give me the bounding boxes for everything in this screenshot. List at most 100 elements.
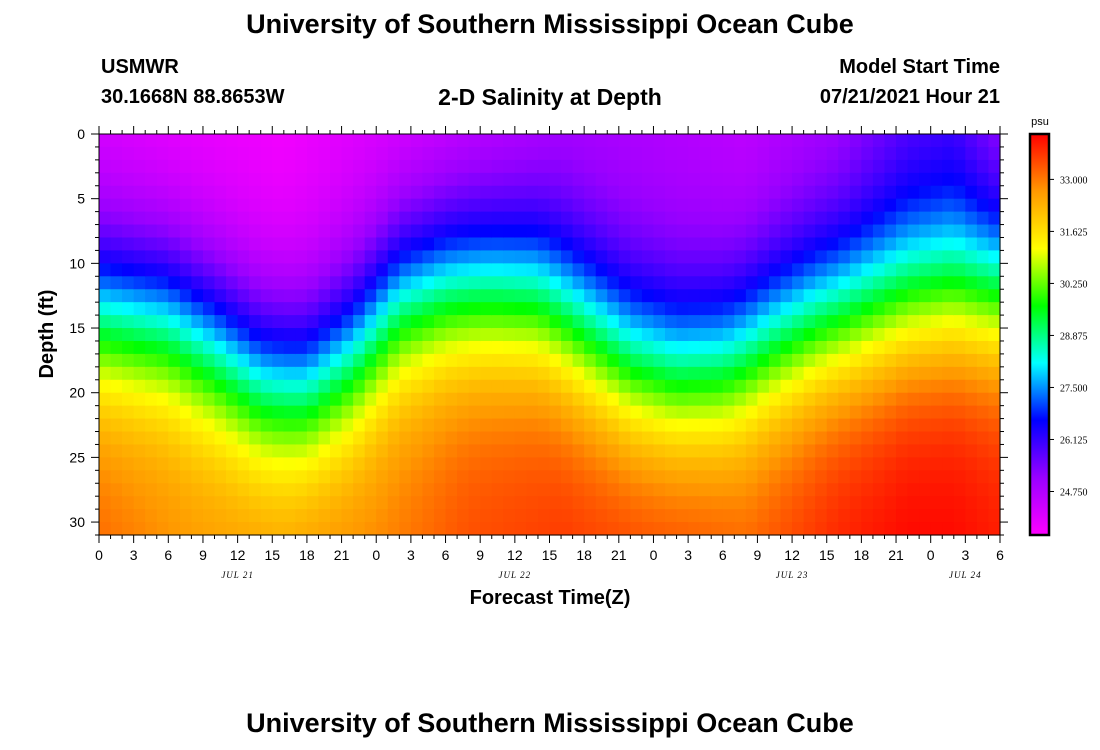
heatmap-cell: [734, 353, 747, 368]
heatmap-cell: [595, 340, 608, 355]
heatmap-cell: [526, 405, 539, 420]
heatmap-cell: [422, 134, 435, 148]
heatmap-cell: [526, 185, 539, 200]
heatmap-cell: [191, 185, 204, 200]
x-tick-label: 15: [542, 547, 558, 563]
heatmap-cell: [676, 198, 689, 213]
heatmap-cell: [145, 134, 158, 148]
heatmap-cell: [168, 315, 181, 329]
heatmap-cell: [734, 444, 747, 458]
heatmap-cell: [202, 353, 216, 368]
heatmap-cell: [572, 185, 585, 200]
heatmap-cell: [849, 237, 862, 252]
heatmap-cell: [433, 237, 447, 252]
heatmap-cell: [607, 250, 620, 264]
heatmap-cell: [826, 405, 839, 420]
heatmap-cell: [618, 431, 631, 446]
heatmap-cell: [653, 146, 666, 161]
heatmap-cell: [849, 457, 862, 471]
heatmap-cell: [168, 302, 181, 316]
heatmap-cell: [410, 328, 424, 342]
heatmap-cell: [514, 289, 527, 303]
heatmap-cell: [607, 211, 620, 226]
heatmap-cell: [457, 392, 470, 407]
heatmap-cell: [653, 315, 666, 329]
heatmap-cell: [849, 185, 862, 200]
heatmap-cell: [838, 250, 851, 264]
heatmap-cell: [283, 405, 296, 420]
heatmap-cell: [907, 457, 920, 471]
heatmap-cell: [734, 134, 747, 148]
heatmap-cell: [803, 457, 816, 471]
heatmap-cell: [919, 457, 932, 471]
heatmap-cell: [295, 250, 308, 264]
heatmap-cell: [699, 185, 712, 200]
heatmap-cell: [457, 483, 470, 497]
heatmap-cell: [630, 302, 643, 316]
heatmap-cell: [272, 509, 285, 523]
heatmap-cell: [364, 431, 377, 446]
heatmap-cell: [226, 379, 239, 394]
heatmap-cell: [272, 379, 285, 394]
heatmap-cell: [283, 250, 296, 264]
heatmap-cell: [953, 470, 966, 484]
heatmap-cell: [306, 366, 320, 381]
heatmap-cell: [491, 224, 504, 239]
heatmap-cell: [896, 522, 909, 536]
heatmap-cell: [249, 224, 262, 239]
heatmap-cell: [156, 353, 169, 368]
heatmap-cell: [330, 198, 343, 213]
heatmap-cell: [376, 444, 389, 458]
heatmap-cell: [122, 509, 135, 523]
heatmap-cell: [422, 392, 435, 407]
heatmap-cell: [364, 340, 377, 355]
heatmap-cell: [399, 509, 412, 523]
heatmap-cell: [930, 172, 943, 187]
heatmap-cell: [630, 276, 643, 290]
heatmap-cell: [768, 315, 782, 329]
heatmap-cell: [653, 457, 666, 471]
heatmap-cell: [792, 250, 805, 264]
heatmap-cell: [872, 315, 886, 329]
heatmap-cell: [526, 470, 539, 484]
heatmap-cell: [514, 353, 527, 368]
heatmap-cell: [156, 302, 169, 316]
heatmap-cell: [433, 328, 447, 342]
heatmap-cell: [122, 289, 135, 303]
heatmap-cell: [861, 237, 874, 252]
heatmap-cell: [826, 289, 839, 303]
heatmap-cell: [133, 289, 146, 303]
heatmap-cell: [549, 366, 562, 381]
heatmap-cell: [480, 224, 493, 239]
heatmap-cell: [722, 457, 735, 471]
heatmap-cell: [422, 185, 435, 200]
heatmap-cell: [803, 302, 816, 316]
heatmap-cell: [745, 340, 759, 355]
heatmap-cell: [930, 302, 943, 316]
heatmap-cell: [561, 263, 574, 277]
heatmap-cell: [757, 159, 770, 174]
heatmap-cell: [226, 509, 239, 523]
heatmap-cell: [803, 379, 816, 394]
heatmap-cell: [930, 509, 943, 523]
heatmap-cell: [988, 366, 1001, 381]
heatmap-cell: [549, 496, 562, 510]
heatmap-cell: [318, 353, 331, 368]
heatmap-cell: [561, 289, 574, 303]
heatmap-cell: [353, 276, 366, 290]
heatmap-cell: [641, 211, 655, 226]
heatmap-cell: [376, 483, 389, 497]
heatmap-cell: [491, 198, 504, 213]
heatmap-cell: [341, 211, 354, 226]
heatmap-cell: [734, 483, 747, 497]
heatmap-cell: [214, 134, 227, 148]
heatmap-cell: [179, 211, 193, 226]
heatmap-cell: [295, 496, 308, 510]
heatmap-cell: [202, 392, 216, 407]
heatmap-cell: [595, 328, 608, 342]
heatmap-cell: [688, 509, 701, 523]
heatmap-cell: [734, 470, 747, 484]
heatmap-cell: [849, 483, 862, 497]
x-tick-label: 3: [961, 547, 969, 563]
heatmap-cell: [237, 172, 250, 187]
